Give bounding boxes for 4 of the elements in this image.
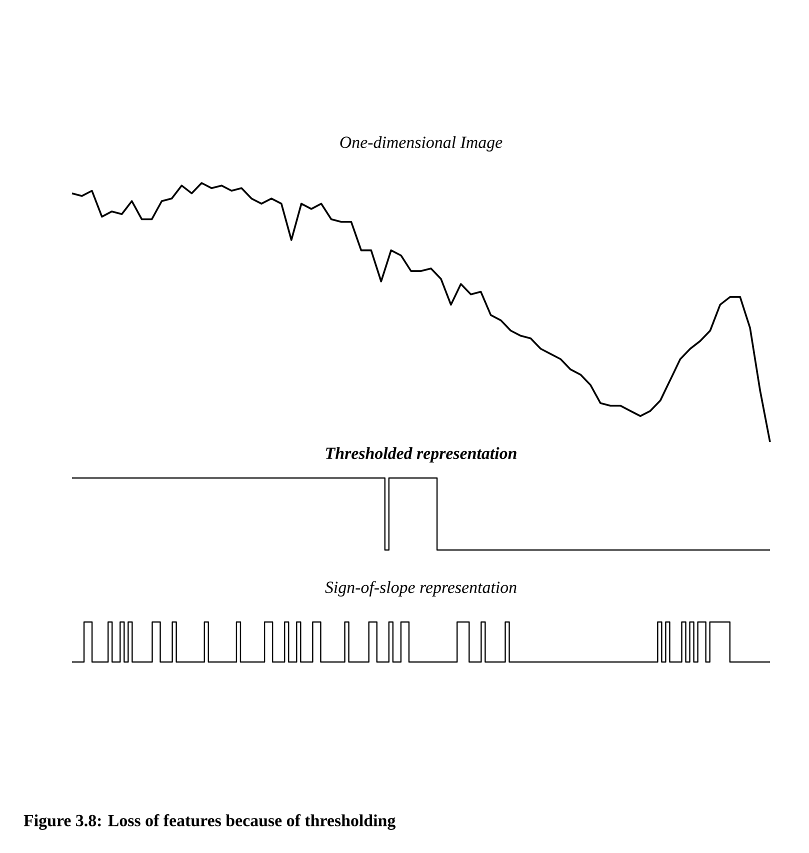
- chart-title: Sign-of-slope representation: [325, 580, 516, 597]
- chart-title: One-dimensional Image: [340, 136, 502, 152]
- chart-title: Thresholded representation: [326, 447, 516, 462]
- caption: Figure 3.8: Loss of features because of thresholding: [24, 814, 396, 830]
